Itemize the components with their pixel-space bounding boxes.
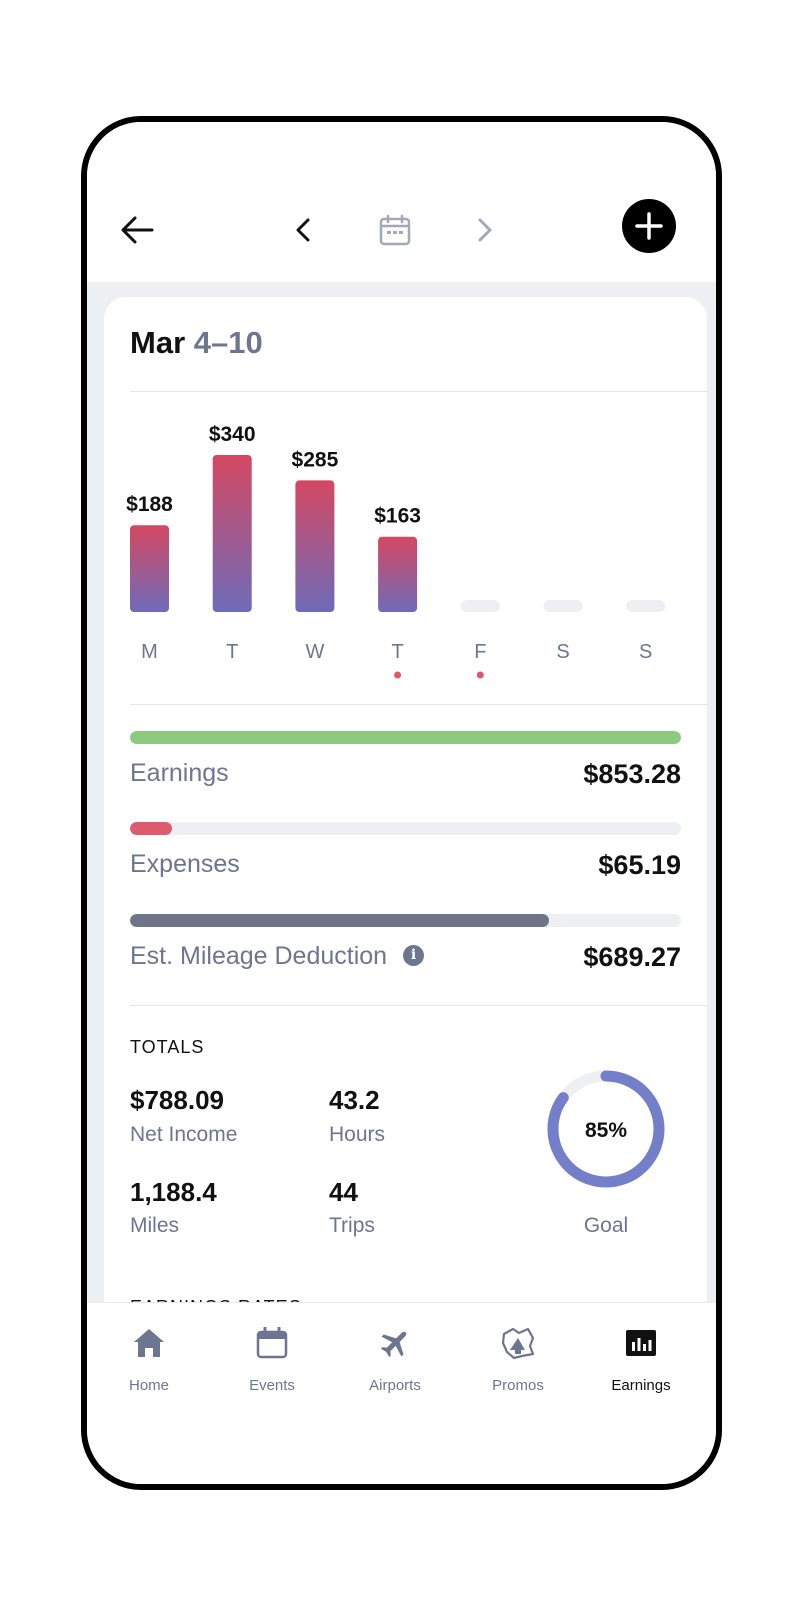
mileage-deduction-label: Est. Mileage Deduction i <box>130 942 425 971</box>
content-area[interactable]: Mar 4–10 $188 M $340 T $285 W $163 T F S S Earn <box>87 282 716 1357</box>
divider <box>130 1005 707 1006</box>
megaphone-icon <box>501 1327 535 1360</box>
calendar-icon <box>379 214 411 246</box>
arrow-left-icon <box>121 216 154 244</box>
mileage-deduction-value: $689.27 <box>583 942 681 972</box>
chart-day-label: W <box>305 641 324 663</box>
chart-bar[interactable] <box>378 536 418 612</box>
phone-frame: Mar 4–10 $188 M $340 T $285 W $163 T F S S Earn <box>81 116 722 1490</box>
mileage-deduction-text: Est. Mileage Deduction <box>130 942 388 970</box>
hours-value: 43.2 <box>329 1085 380 1115</box>
nav-airports-label: Airports <box>369 1377 421 1394</box>
calendar-button[interactable] <box>371 204 419 256</box>
airplane-icon <box>380 1331 407 1358</box>
chart-bar-empty[interactable] <box>543 600 583 612</box>
goal-label: Goal <box>583 1214 629 1237</box>
chart-value-label: $163 <box>374 505 421 528</box>
expenses-progress-bar <box>130 822 681 835</box>
chart-day-label: S <box>556 641 569 663</box>
mileage-progress-fill <box>130 914 549 927</box>
nav-promos[interactable]: Promos <box>463 1323 573 1394</box>
trips-label: Trips <box>329 1214 375 1237</box>
nav-events-label: Events <box>249 1377 295 1394</box>
miles-value: 1,188.4 <box>130 1177 217 1207</box>
earnings-progress-fill <box>130 731 681 744</box>
chart-day-label: F <box>474 641 486 663</box>
week-title: Mar 4–10 <box>130 325 263 361</box>
chart-value-label: $188 <box>126 493 173 516</box>
nav-home[interactable]: Home <box>94 1323 204 1394</box>
chart-day-label: T <box>391 641 403 663</box>
add-button[interactable] <box>622 199 676 253</box>
nav-airports[interactable]: Airports <box>340 1323 450 1394</box>
chart-day-label: S <box>639 641 652 663</box>
week-range: 4–10 <box>193 325 263 360</box>
expenses-label: Expenses <box>130 850 240 878</box>
top-bar <box>87 122 716 282</box>
nav-events[interactable]: Events <box>217 1323 327 1394</box>
nav-promos-label: Promos <box>492 1377 544 1394</box>
home-icon <box>134 1329 164 1357</box>
daily-earnings-chart: $188 M $340 T $285 W $163 T F S S <box>126 423 666 679</box>
chart-bar-empty[interactable] <box>460 600 500 612</box>
mileage-progress-bar <box>130 914 681 927</box>
chart-day-marker <box>394 671 402 679</box>
calendar-icon <box>256 1327 288 1359</box>
chart-bar-empty[interactable] <box>626 600 666 612</box>
chart-day-label: M <box>141 641 158 663</box>
divider <box>130 391 707 392</box>
back-button[interactable] <box>111 204 163 256</box>
chevron-left-icon <box>296 218 310 242</box>
earnings-label: Earnings <box>130 759 229 787</box>
chart-day-label: T <box>226 641 238 663</box>
nav-earnings-label: Earnings <box>611 1377 671 1394</box>
previous-week-button[interactable] <box>283 204 323 256</box>
bottom-navigation: Home Events Airports <box>87 1302 716 1484</box>
divider <box>130 704 707 705</box>
trips-value: 44 <box>329 1177 358 1207</box>
goal-progress-ring: 85% <box>547 1070 665 1188</box>
nav-earnings[interactable]: Earnings <box>586 1323 696 1394</box>
nav-home-label: Home <box>128 1377 169 1394</box>
expenses-value: $65.19 <box>598 850 681 880</box>
bar-chart-icon <box>626 1330 656 1356</box>
chart-day-marker <box>476 671 484 679</box>
net-income-label: Net Income <box>130 1123 238 1146</box>
chart-bar[interactable] <box>295 480 335 612</box>
chart-bar[interactable] <box>212 455 252 612</box>
earnings-value: $853.28 <box>583 759 681 789</box>
weekly-earnings-card: Mar 4–10 $188 M $340 T $285 W $163 T F S S Earn <box>104 297 707 1357</box>
totals-heading: TOTALS <box>130 1037 205 1057</box>
goal-percent: 85% <box>585 1119 627 1142</box>
earnings-progress-bar <box>130 731 681 744</box>
net-income-value: $788.09 <box>130 1085 224 1115</box>
chart-bar[interactable] <box>130 525 169 612</box>
hours-label: Hours <box>329 1123 386 1146</box>
goal-ring-arc <box>547 1070 665 1188</box>
expenses-progress-fill <box>130 822 172 835</box>
week-month: Mar <box>130 325 186 360</box>
plus-icon <box>635 212 663 240</box>
chart-value-label: $285 <box>292 448 339 471</box>
chart-value-label: $340 <box>209 423 256 446</box>
next-week-button[interactable] <box>465 204 505 256</box>
chevron-right-icon <box>478 218 492 242</box>
miles-label: Miles <box>130 1214 180 1237</box>
info-icon[interactable]: i <box>403 944 425 966</box>
